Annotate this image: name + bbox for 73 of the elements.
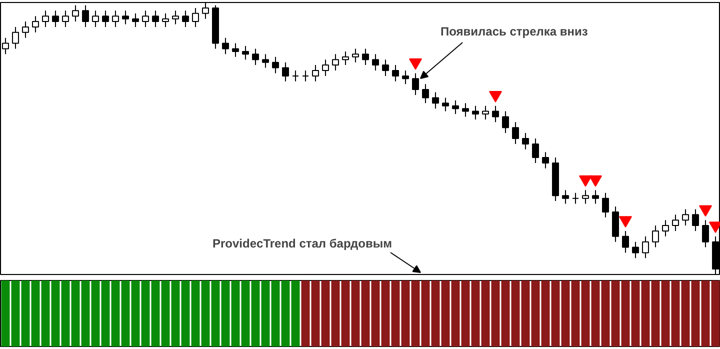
candlestick (292, 70, 299, 82)
candlestick (512, 122, 519, 144)
candlestick (622, 230, 629, 254)
candlestick (102, 10, 109, 28)
candlestick (222, 37, 229, 55)
candlestick (632, 241, 639, 259)
candlestick (72, 4, 79, 22)
candlestick (302, 70, 309, 82)
candlestick (482, 105, 489, 120)
candlestick (262, 54, 269, 68)
candlestick (162, 12, 169, 28)
candlestick (602, 192, 609, 218)
candlestick (592, 190, 599, 204)
candlestick (462, 102, 469, 118)
candlestick (662, 220, 669, 237)
candlestick (332, 54, 339, 71)
candlestick (472, 105, 479, 120)
candlestick (192, 7, 199, 28)
point (619, 216, 632, 228)
candlestick (542, 152, 549, 169)
candlestick (22, 21, 29, 38)
candlestick (382, 59, 389, 76)
point (579, 175, 592, 187)
candlestick (432, 92, 439, 110)
candlestick (392, 64, 399, 82)
point (699, 205, 712, 217)
candlestick (342, 50, 349, 66)
point (589, 175, 602, 187)
candlestick (442, 97, 449, 112)
candlestick (82, 4, 89, 28)
candlestick (402, 70, 409, 85)
candlestick (702, 220, 709, 248)
candlestick (692, 208, 699, 232)
candlestick (32, 16, 39, 33)
candlestick (672, 214, 679, 232)
candlestick (452, 100, 459, 115)
candlestick (232, 42, 239, 58)
candlestick (142, 10, 149, 28)
candlestick (42, 10, 49, 28)
candlestick (312, 64, 319, 82)
candlestick (242, 46, 249, 60)
candlestick (172, 10, 179, 25)
point (409, 58, 422, 70)
candlestick (502, 110, 509, 134)
candlestick (132, 12, 139, 28)
candlestick (322, 59, 329, 76)
candlestick (422, 84, 429, 104)
candlestick (492, 105, 499, 123)
candlestick (372, 54, 379, 71)
point (489, 91, 502, 102)
candlestick (682, 208, 689, 226)
candlestick (562, 190, 569, 204)
candlestick (182, 10, 189, 28)
candlestick (112, 10, 119, 28)
candlestick (652, 225, 659, 248)
candlestick (582, 190, 589, 204)
candlestick (122, 10, 129, 25)
candlestick (642, 236, 649, 259)
candlestick (352, 48, 359, 63)
candlestick (572, 192, 579, 204)
candlestick (522, 132, 529, 150)
text: ProvidecTrend стал бардовым (212, 236, 392, 250)
candlestick (152, 10, 159, 28)
candlestick (362, 48, 369, 66)
candlestick (252, 48, 259, 66)
candlestick (282, 62, 289, 82)
candlestick (272, 56, 279, 74)
candlestick (532, 138, 539, 164)
candlestick (52, 10, 59, 28)
annotation: Появилась стрелка вниз (440, 24, 588, 38)
candlestick (62, 10, 69, 28)
candlestick (12, 26, 19, 50)
candlestick (92, 10, 99, 28)
